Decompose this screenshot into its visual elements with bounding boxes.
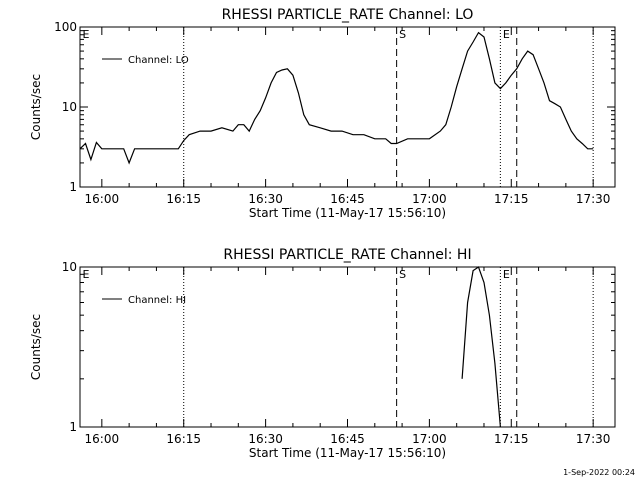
chart-title: RHESSI PARTICLE_RATE Channel: LO xyxy=(222,7,474,23)
event-label: E xyxy=(503,28,510,41)
event-label: E xyxy=(83,268,90,281)
x-tick-label: 16:00 xyxy=(85,192,120,206)
series-line xyxy=(79,31,594,165)
event-label: E xyxy=(83,28,90,41)
plot-frame xyxy=(79,266,616,428)
x-tick-label: 17:15 xyxy=(494,192,529,206)
y-axis-label: Counts/sec xyxy=(29,74,43,140)
y-axis-label: Counts/sec xyxy=(29,314,43,380)
y-tick-label: 100 xyxy=(54,20,77,34)
x-tick-label: 17:00 xyxy=(412,192,447,206)
y-tick-label: 10 xyxy=(62,100,77,114)
plot-frame xyxy=(79,26,616,188)
hi-channel-panel: RHESSI PARTICLE_RATE Channel: HI 16:00 16:… xyxy=(29,247,616,460)
lo-channel-panel: RHESSI PARTICLE_RATE Channel: LO 16:00 16:… xyxy=(29,7,616,220)
legend-label: Channel: LO xyxy=(128,55,189,66)
x-axis-label: Start Time (11-May-17 15:56:10) xyxy=(249,446,446,460)
x-tick-label: 16:00 xyxy=(85,432,120,446)
x-tick-label: 17:00 xyxy=(412,432,447,446)
series-line xyxy=(461,266,501,428)
event-label: S xyxy=(399,28,406,41)
chart-title: RHESSI PARTICLE_RATE Channel: HI xyxy=(223,247,471,263)
event-label: E xyxy=(503,268,510,281)
x-tick-label: 17:15 xyxy=(494,432,529,446)
x-axis-label: Start Time (11-May-17 15:56:10) xyxy=(249,206,446,220)
x-tick-label: 17:30 xyxy=(576,432,611,446)
x-tick-label: 16:15 xyxy=(166,432,201,446)
y-tick-label: 1 xyxy=(69,420,77,434)
event-label: S xyxy=(399,268,406,281)
x-tick-label: 16:45 xyxy=(330,192,365,206)
y-tick-label: 1 xyxy=(69,180,77,194)
legend-label: Channel: HI xyxy=(128,295,186,306)
y-tick-label: 10 xyxy=(62,260,77,274)
x-tick-label: 16:15 xyxy=(166,192,201,206)
x-tick-label: 16:45 xyxy=(330,432,365,446)
x-tick-label: 16:30 xyxy=(248,432,283,446)
x-tick-label: 17:30 xyxy=(576,192,611,206)
footer-timestamp: 1-Sep-2022 00:24 xyxy=(563,468,635,477)
x-tick-label: 16:30 xyxy=(248,192,283,206)
